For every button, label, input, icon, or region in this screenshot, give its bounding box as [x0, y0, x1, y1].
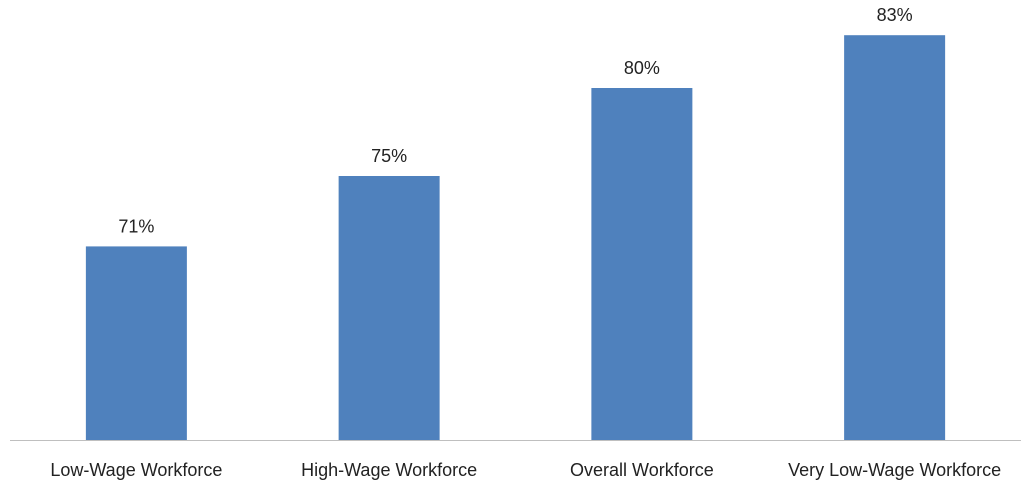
category-label-0: Low-Wage Workforce	[50, 460, 222, 480]
data-label-1: 75%	[371, 146, 407, 166]
category-label-2: Overall Workforce	[570, 460, 714, 480]
bar-1	[338, 176, 440, 440]
data-label-0: 71%	[118, 216, 154, 236]
bar-2	[591, 88, 693, 440]
category-label-3: Very Low-Wage Workforce	[788, 460, 1001, 480]
bars-group	[85, 35, 946, 440]
bar-3	[844, 35, 946, 440]
category-label-1: High-Wage Workforce	[301, 460, 477, 480]
data-label-2: 80%	[624, 58, 660, 78]
data-label-3: 83%	[877, 5, 913, 25]
bar-0	[85, 246, 187, 440]
value-labels-group: 71% 75% 80% 83%	[118, 5, 912, 236]
category-labels-group: Low-Wage Workforce High-Wage Workforce Ove…	[50, 460, 1001, 480]
